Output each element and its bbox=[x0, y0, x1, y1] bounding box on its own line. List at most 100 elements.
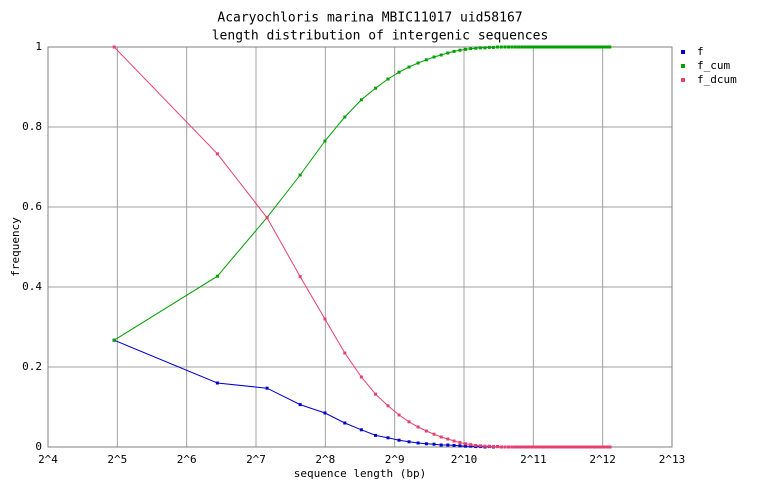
data-point bbox=[555, 45, 559, 49]
x-axis-label: sequence length (bp) bbox=[294, 467, 426, 480]
data-point bbox=[551, 45, 555, 49]
data-point bbox=[432, 442, 436, 446]
legend-marker bbox=[681, 50, 685, 54]
x-tick-label: 2^13 bbox=[659, 453, 686, 466]
legend-label: f_dcum bbox=[697, 73, 737, 86]
data-point bbox=[558, 45, 562, 49]
data-point bbox=[446, 443, 450, 447]
data-point bbox=[580, 445, 584, 449]
data-point bbox=[359, 428, 363, 432]
data-point bbox=[298, 275, 302, 279]
data-point bbox=[583, 445, 587, 449]
data-point bbox=[546, 445, 550, 449]
data-point bbox=[539, 45, 543, 49]
data-point bbox=[463, 444, 467, 448]
series-line bbox=[113, 46, 610, 341]
data-point bbox=[582, 445, 586, 449]
data-point bbox=[478, 444, 482, 448]
data-point bbox=[407, 65, 411, 69]
data-point bbox=[446, 437, 450, 441]
y-axis-label: frequency bbox=[9, 217, 22, 277]
data-point bbox=[386, 436, 390, 440]
legend-label: f_cum bbox=[697, 59, 730, 72]
data-point bbox=[407, 420, 411, 424]
data-point bbox=[432, 432, 436, 436]
y-tick-label: 0.2 bbox=[22, 360, 42, 373]
x-tick-label: 2^9 bbox=[385, 453, 405, 466]
data-point bbox=[215, 152, 219, 156]
data-point bbox=[549, 445, 553, 449]
data-point bbox=[397, 70, 401, 74]
data-point bbox=[587, 45, 591, 49]
data-point bbox=[585, 445, 589, 449]
data-point bbox=[343, 351, 347, 355]
data-point bbox=[573, 45, 577, 49]
data-point bbox=[569, 45, 573, 49]
data-point bbox=[566, 45, 570, 49]
data-point bbox=[523, 445, 527, 449]
data-point bbox=[507, 45, 511, 49]
data-point bbox=[580, 45, 584, 49]
data-point bbox=[585, 45, 589, 49]
data-point bbox=[416, 61, 420, 65]
data-point bbox=[553, 45, 557, 49]
data-point bbox=[452, 443, 456, 447]
data-point bbox=[463, 442, 467, 446]
data-point bbox=[452, 49, 456, 53]
data-point bbox=[215, 274, 219, 278]
x-tick-label: 2^5 bbox=[107, 453, 127, 466]
data-point bbox=[469, 47, 473, 51]
x-tick-label: 2^7 bbox=[246, 453, 266, 466]
data-point bbox=[323, 317, 327, 321]
data-point bbox=[539, 445, 543, 449]
data-point bbox=[583, 45, 587, 49]
data-point bbox=[562, 445, 566, 449]
y-tick-label: 0.6 bbox=[22, 200, 42, 213]
data-point bbox=[575, 445, 579, 449]
data-point bbox=[588, 45, 592, 49]
data-point bbox=[573, 445, 577, 449]
y-tick-label: 0 bbox=[35, 440, 42, 453]
x-tick-label: 2^8 bbox=[315, 453, 335, 466]
x-tick-label: 2^12 bbox=[589, 453, 616, 466]
chart-subtitle: length distribution of intergenic sequen… bbox=[212, 29, 549, 44]
data-point bbox=[534, 45, 538, 49]
data-point bbox=[469, 443, 473, 447]
data-point bbox=[215, 381, 219, 385]
data-point bbox=[555, 445, 559, 449]
legend-marker bbox=[681, 78, 685, 82]
data-point bbox=[491, 45, 495, 49]
data-point bbox=[474, 443, 478, 447]
data-point bbox=[439, 435, 443, 439]
data-point bbox=[558, 445, 562, 449]
y-tick-label: 0.8 bbox=[22, 120, 42, 133]
data-point bbox=[507, 445, 511, 449]
data-point bbox=[458, 48, 462, 52]
data-point bbox=[510, 45, 514, 49]
data-point bbox=[424, 442, 428, 446]
data-point bbox=[582, 45, 586, 49]
data-point bbox=[517, 45, 521, 49]
data-point bbox=[416, 425, 420, 429]
data-point bbox=[571, 445, 575, 449]
data-point bbox=[386, 77, 390, 81]
data-point bbox=[542, 445, 546, 449]
data-point bbox=[487, 444, 491, 448]
data-point bbox=[265, 216, 269, 220]
data-point bbox=[578, 45, 582, 49]
data-point bbox=[575, 45, 579, 49]
data-point bbox=[483, 46, 487, 50]
data-point bbox=[491, 445, 495, 449]
data-point bbox=[564, 445, 568, 449]
data-point bbox=[569, 445, 573, 449]
x-tick-label: 2^10 bbox=[451, 453, 478, 466]
data-point bbox=[560, 45, 564, 49]
data-point bbox=[578, 445, 582, 449]
data-point bbox=[407, 440, 411, 444]
data-point bbox=[495, 445, 499, 449]
data-point bbox=[590, 445, 594, 449]
data-point bbox=[386, 404, 390, 408]
data-point bbox=[359, 375, 363, 379]
data-point bbox=[568, 45, 572, 49]
